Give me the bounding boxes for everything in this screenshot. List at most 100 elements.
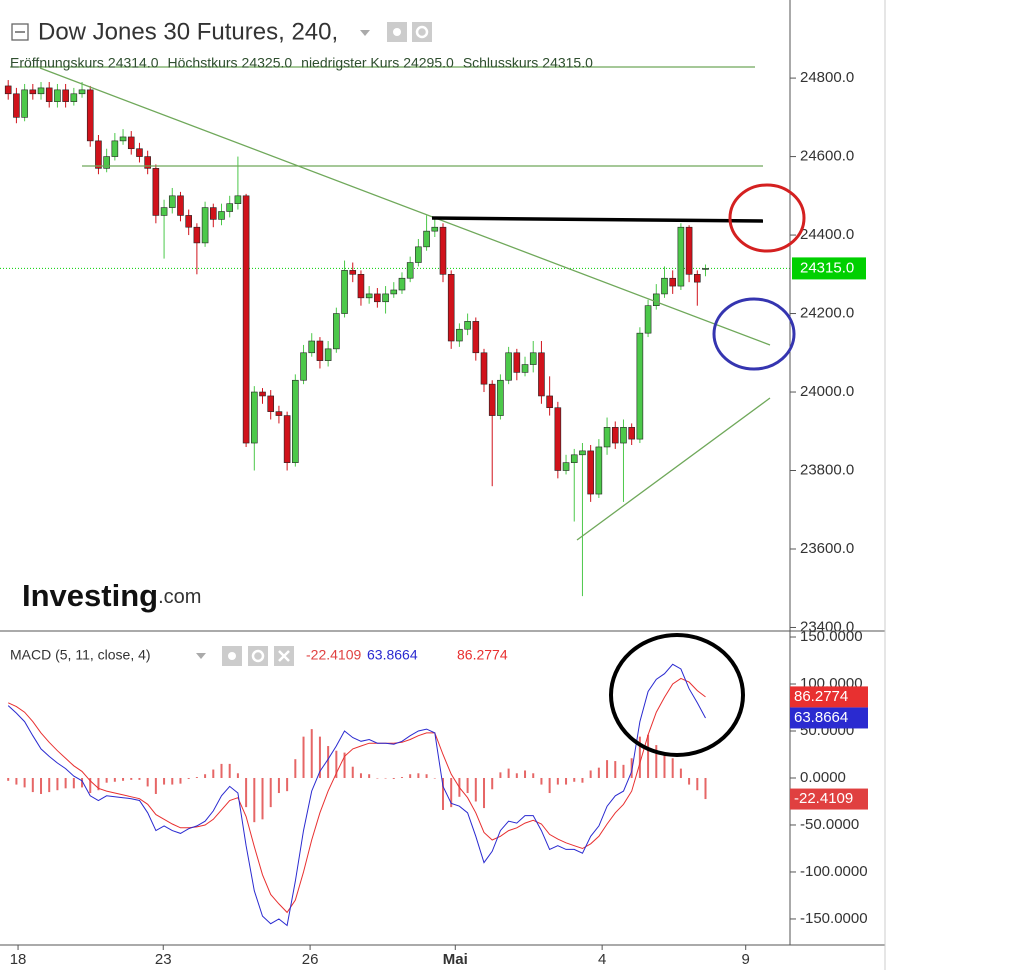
histogram-bar bbox=[597, 767, 600, 778]
dropdown-icon[interactable] bbox=[360, 30, 370, 36]
candle-body bbox=[86, 89, 94, 142]
y-tick-label: 23800.0 bbox=[800, 461, 854, 478]
candle-body bbox=[267, 395, 275, 412]
candle-body bbox=[505, 352, 512, 381]
candle-body bbox=[423, 230, 430, 248]
settings-icon bbox=[415, 25, 429, 39]
candle-body bbox=[308, 340, 316, 354]
candle-body bbox=[620, 427, 627, 444]
candle-body bbox=[300, 352, 307, 381]
histogram-bar bbox=[204, 774, 207, 778]
histogram-bar bbox=[647, 734, 650, 778]
histogram-bar bbox=[655, 745, 658, 778]
highlight-circle bbox=[728, 183, 806, 253]
trendline bbox=[576, 397, 771, 541]
candle-body bbox=[406, 262, 414, 279]
histogram-bar bbox=[113, 777, 116, 782]
highlight-circle bbox=[609, 633, 745, 757]
candle-body bbox=[193, 226, 201, 244]
histogram-bar bbox=[679, 768, 682, 778]
histogram-bar bbox=[483, 777, 486, 809]
histogram-bar bbox=[89, 777, 92, 794]
signal-value-label: 86.2774 bbox=[794, 688, 848, 705]
candle-body bbox=[694, 273, 701, 283]
x-tick-label: 23 bbox=[155, 951, 172, 968]
candle-body bbox=[259, 391, 266, 397]
histogram-bar bbox=[491, 777, 494, 790]
histogram-bar bbox=[663, 754, 666, 778]
close-icon bbox=[278, 650, 290, 662]
candle-body bbox=[521, 364, 529, 373]
histogram-bar bbox=[72, 777, 75, 789]
candle-body bbox=[644, 305, 652, 334]
candle-body bbox=[136, 148, 143, 157]
candle-body bbox=[234, 195, 242, 204]
candle-body bbox=[611, 427, 619, 444]
candle-body bbox=[677, 226, 685, 287]
histogram-bar bbox=[425, 774, 428, 778]
macd-value-label: 63.8664 bbox=[794, 709, 848, 726]
settings-icon[interactable] bbox=[412, 22, 432, 42]
candle-body bbox=[283, 415, 291, 463]
histogram-bar bbox=[400, 777, 403, 778]
x-tick-label: 18 bbox=[10, 951, 27, 968]
candle-body bbox=[546, 395, 553, 409]
candle-body bbox=[587, 450, 594, 495]
candle-body bbox=[251, 391, 258, 444]
candle-body bbox=[144, 156, 151, 169]
histogram-bar bbox=[220, 763, 223, 778]
macd-value: 63.8664 bbox=[367, 647, 418, 663]
candle-body bbox=[209, 207, 217, 220]
histogram-bar bbox=[335, 750, 338, 778]
ohlc-legend: Eröffnungskurs 24314.0 Höchstkurs 24325.0 ni… bbox=[10, 55, 593, 71]
histogram-bar bbox=[310, 729, 313, 778]
candle-body bbox=[177, 195, 184, 216]
trendline bbox=[39, 67, 771, 346]
candle-body bbox=[562, 462, 570, 471]
candle-body bbox=[382, 293, 389, 303]
candle-body bbox=[456, 328, 463, 342]
histogram-bar bbox=[40, 777, 43, 794]
candle-body bbox=[628, 427, 635, 440]
chart-title: Dow Jones 30 Futures, 240, bbox=[38, 18, 338, 45]
candle-body bbox=[37, 87, 45, 95]
candle-body bbox=[464, 321, 471, 330]
y-tick-label: 23600.0 bbox=[800, 540, 854, 557]
candle-body bbox=[13, 93, 20, 118]
candle-body bbox=[119, 136, 127, 142]
y-tick-label: 150.0000 bbox=[800, 628, 863, 645]
legend-value: 24325.0 bbox=[242, 55, 293, 71]
histogram-bar bbox=[228, 763, 231, 778]
histogram-bar bbox=[540, 777, 543, 785]
histogram-value-box bbox=[790, 788, 868, 810]
highlight-circle bbox=[712, 297, 796, 371]
candle-body bbox=[70, 93, 78, 102]
candle-body bbox=[275, 411, 283, 416]
collapse-icon[interactable] bbox=[11, 23, 29, 41]
histogram-bar bbox=[212, 769, 215, 778]
candle-body bbox=[390, 289, 398, 295]
legend-label: niedrigster Kurs bbox=[301, 55, 399, 71]
x-tick-label: 9 bbox=[742, 951, 750, 968]
candle-body bbox=[661, 277, 668, 295]
candle-body bbox=[111, 140, 119, 157]
dropdown-icon[interactable] bbox=[196, 653, 206, 659]
candle-body bbox=[54, 89, 61, 102]
candle-body bbox=[226, 203, 233, 212]
last-price-box bbox=[792, 257, 866, 280]
signal-value: 86.2774 bbox=[457, 647, 508, 663]
candle-body bbox=[488, 383, 496, 416]
candle-body bbox=[579, 450, 586, 456]
legend-value: 24295.0 bbox=[403, 55, 454, 71]
settings-icon[interactable] bbox=[248, 646, 268, 666]
histogram-bar bbox=[524, 770, 527, 778]
candle-body bbox=[45, 87, 53, 102]
histogram-bar bbox=[269, 777, 272, 808]
histogram-bar bbox=[351, 766, 354, 778]
histogram-bar bbox=[195, 777, 198, 778]
histogram-bar bbox=[23, 777, 26, 788]
candle-body bbox=[103, 156, 110, 169]
candle-body bbox=[324, 348, 332, 361]
